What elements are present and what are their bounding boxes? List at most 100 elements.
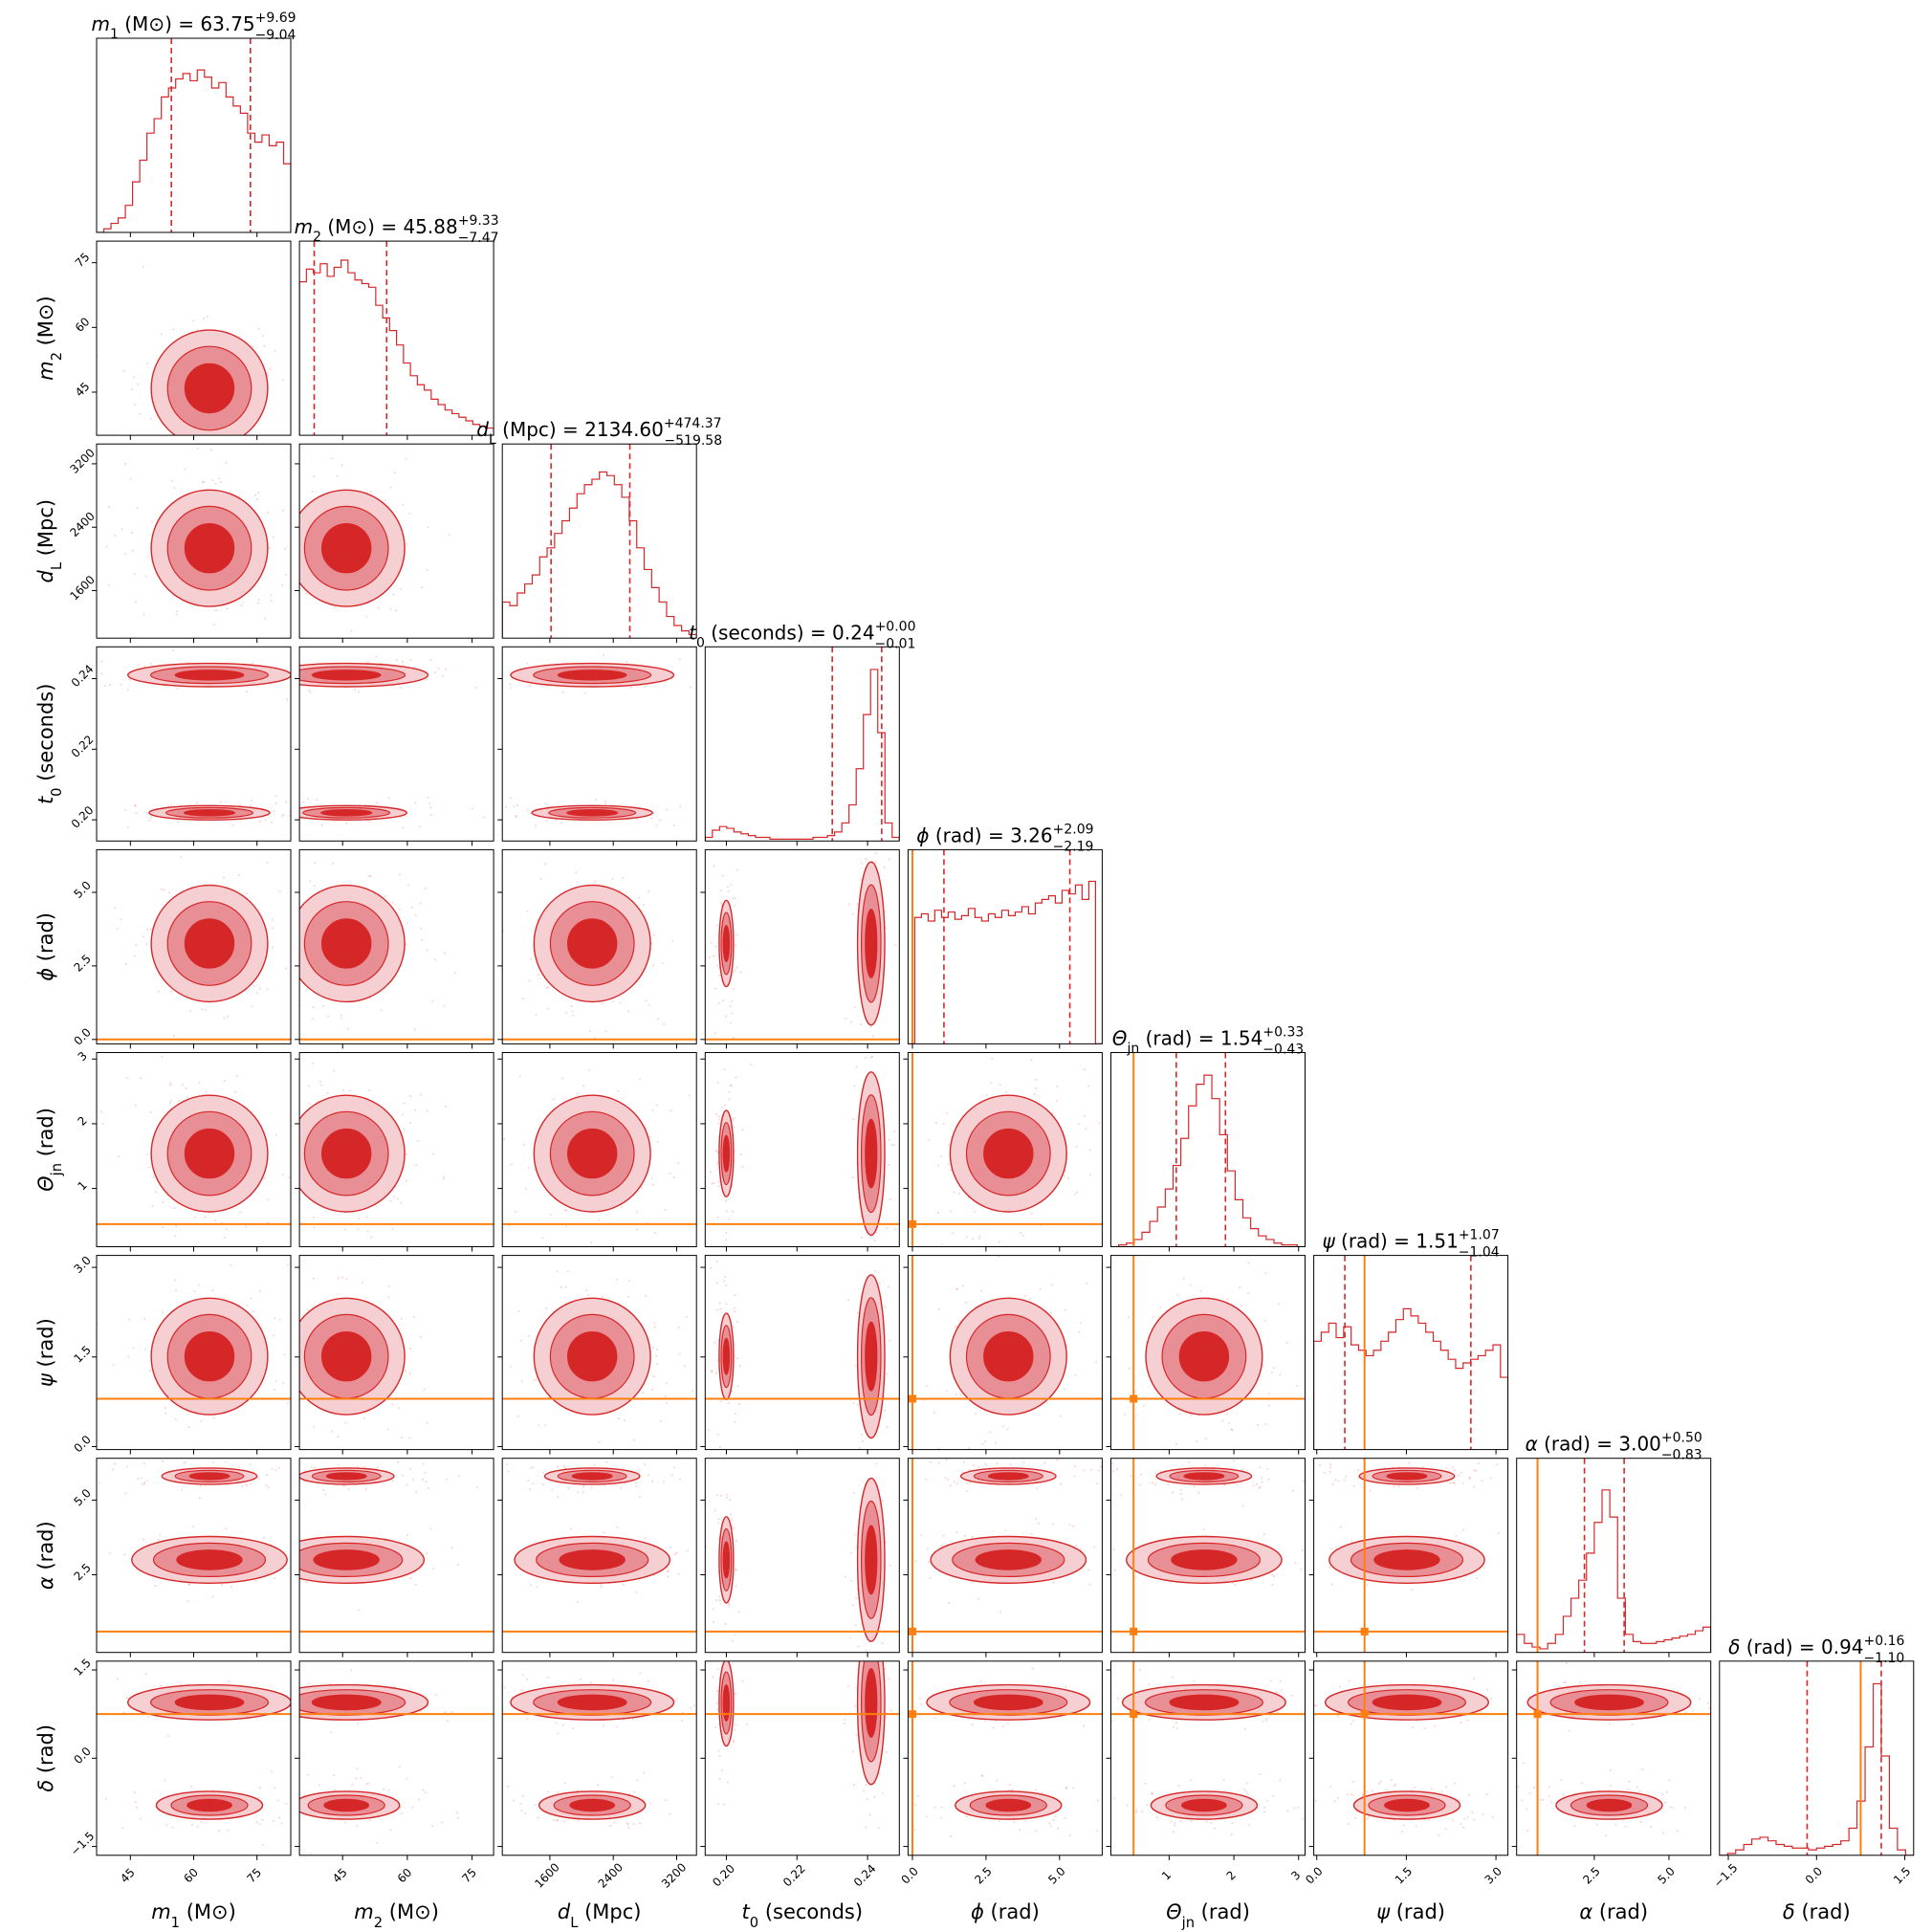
injection-point-psi-phi [909,1394,917,1403]
contour-dL-m1-0-2 [184,523,235,574]
panel-delta-t0: 0.20 0.22 0.24 t0 (seconds) [700,1660,900,1930]
panel-alpha-m2 [295,1458,494,1658]
contour-t0-m1-0-2 [174,670,245,681]
panel-t0-t0: t0 (seconds) = 0.24+0.00 −0.01 [689,619,915,846]
panel-theta-dL [497,1052,697,1252]
frame-t0-t0 [704,646,900,842]
title-theta: Θjn (rad) = 1.54+0.33 −0.43 [1112,1025,1305,1058]
ytick-t0-2: 0.24 [69,662,97,690]
contour-delta-alpha-1-2 [1586,1798,1633,1812]
title-dL: dL (Mpc) = 2134.60+474.37 −519.58 [476,416,722,449]
xtick-phi-1: 2.5 [972,1864,994,1886]
contour-psi-m1-0-2 [184,1330,235,1382]
panel-phi-m2 [295,848,494,1049]
contour-t0-m2-1-2 [320,808,373,817]
injection-point-delta-theta [1130,1710,1138,1719]
contour-phi-t0-1-2 [722,925,731,963]
contour-alpha-m2-1-2 [325,1472,367,1481]
hist-dL [502,471,697,639]
frame-theta-dL [501,1052,697,1247]
contour-psi-t0-0-2 [865,1321,878,1392]
ylabel-t0: t0 (seconds) [34,684,65,805]
xlabel-alpha: α (rad) [1579,1900,1648,1923]
contour-alpha-theta-0-2 [1171,1549,1238,1570]
contour-delta-theta-1-2 [1181,1798,1227,1812]
xtick-phi-0: 0.0 [898,1864,920,1886]
contour-alpha-dL-0-2 [559,1549,626,1570]
hist-alpha [1516,1489,1711,1653]
frame-phi-dL [501,848,697,1044]
contour-delta-psi-0-2 [1372,1694,1442,1711]
xtick-t0-2: 0.24 [851,1862,879,1890]
xlabel-m1: m1 (M⊙) [151,1900,236,1931]
frame-m2-m2 [298,240,494,436]
frame-psi-dL [501,1255,697,1451]
frame-alpha-m2 [298,1458,494,1654]
title-m2: m2 (M⊙) = 45.88+9.33 −7.47 [295,213,499,246]
contour-psi-dL-0-2 [567,1330,618,1382]
ylabel-phi: ϕ (rad) [34,912,57,981]
contour-alpha-theta-1-2 [1183,1472,1225,1481]
contour-theta-t0-1-2 [722,1134,731,1173]
contour-t0-m1-1-2 [183,808,236,817]
contour-t0-dL-1-2 [566,808,619,817]
panel-theta-t0 [700,1052,900,1252]
contour-psi-t0-1-2 [722,1337,731,1375]
ytick-psi-0: 0.0 [71,1433,93,1455]
xtick-t0-1: 0.22 [780,1862,808,1890]
frame-theta-m2 [298,1052,494,1247]
title-alpha: α (rad) = 3.00+0.50 −0.83 [1526,1431,1702,1463]
xtick-m1-2: 75 [245,1866,265,1886]
panel-t0-m2 [295,646,494,846]
xlabel-theta: Θjn (rad) [1166,1900,1250,1931]
frame-alpha-psi [1313,1458,1509,1654]
panel-psi-phi [903,1255,1103,1455]
xtick-theta-0: 1 [1159,1868,1174,1882]
title-delta: δ (rad) = 0.94+0.16 −1.10 [1728,1634,1904,1666]
xtick-alpha-0: 2.5 [1580,1864,1602,1886]
contour-alpha-psi-1-2 [1386,1472,1428,1481]
ytick-theta-2: 3 [76,1049,90,1064]
ytick-m2-2: 75 [73,250,93,270]
panel-psi-m1: 0.0 1.5 3.0 ψ (rad) [34,1254,292,1455]
panel-delta-dL: 1600 2400 3200 dL (Mpc) [497,1660,697,1930]
contour-t0-m2-0-2 [311,670,382,681]
xlabel-m2: m2 (M⊙) [354,1900,439,1931]
ylabel-theta: Θjn (rad) [34,1108,65,1192]
ytick-phi-1: 2.5 [71,952,93,974]
contour-theta-phi-0-2 [983,1128,1034,1179]
panel-delta-theta: 1 2 3 Θjn (rad) [1106,1660,1306,1931]
panel-psi-m2 [295,1255,494,1455]
xtick-t0-0: 0.20 [710,1862,737,1890]
contour-phi-m1-0-2 [184,918,235,969]
frame-phi-m2 [298,848,494,1044]
ytick-theta-1: 2 [76,1113,90,1128]
frame-alpha-alpha [1516,1458,1712,1654]
contour-dL-m2-0-2 [321,523,372,574]
xtick-m2-0: 45 [330,1866,350,1886]
xtick-delta-2: 1.5 [1891,1864,1913,1886]
title-t0: t0 (seconds) = 0.24+0.00 −0.01 [689,619,915,651]
contour-alpha-m1-1-2 [188,1472,231,1481]
ytick-dL-2: 3200 [67,446,97,475]
hist-delta [1719,1682,1914,1855]
ytick-dL-1: 2400 [67,510,97,539]
ylabel-psi: ψ (rad) [34,1318,57,1387]
panel-theta-m1: 1 2 3 Θjn (rad) [34,1049,292,1252]
frame-phi-phi [907,848,1103,1044]
panel-phi-m1: 0.0 2.5 5.0 ϕ (rad) [34,848,292,1049]
xtick-m2-1: 60 [395,1866,415,1886]
ytick-phi-2: 5.0 [71,878,93,900]
hist-t0 [705,669,900,842]
contour-t0-dL-0-2 [557,670,627,681]
injection-point-alpha-psi [1360,1627,1369,1636]
panel-theta-phi [903,1052,1103,1252]
title-phi: ϕ (rad) = 3.26+2.09 −2.19 [916,822,1093,854]
contour-delta-psi-1-2 [1384,1798,1430,1812]
panel-psi-psi: ψ (rad) = 1.51+1.07 −1.04 [1313,1228,1509,1455]
panel-theta-m2 [295,1052,494,1252]
injection-point-alpha-phi [909,1627,917,1636]
panel-dL-m2 [295,443,494,644]
xtick-m1-0: 45 [118,1866,138,1886]
